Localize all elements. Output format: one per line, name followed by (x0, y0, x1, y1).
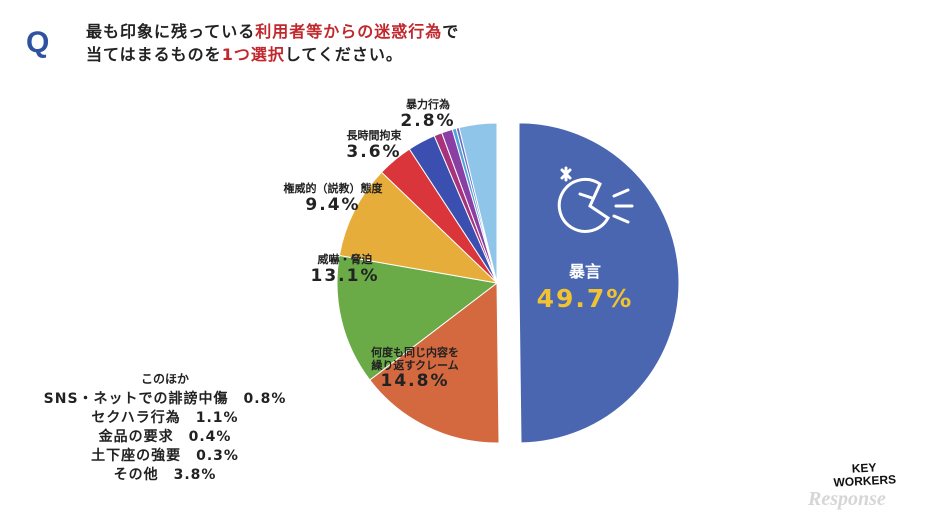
pie-slice (458, 122, 498, 284)
slice-label-boogen: 暴言 49.7% (520, 258, 650, 313)
shouting-face-icon (557, 166, 634, 233)
slice-label-long-restraint-value: 3.6% (346, 141, 402, 162)
other-items-title: このほか (140, 372, 189, 386)
slice-label-authority: 権威的（説教）態度 9.4% (258, 182, 408, 215)
question-line-2-suffix: してください。 (284, 45, 403, 64)
slice-label-violence: 暴力行為 2.8% (380, 98, 476, 131)
other-item-row: SNS・ネットでの誹謗中傷 0.8% (43, 391, 287, 407)
slice-label-long-restraint: 長時間拘束 3.6% (326, 129, 422, 162)
slice-label-claim-value: 14.8% (380, 371, 450, 392)
slice-label-claim-name-1: 何度も同じ内容を (371, 346, 459, 359)
other-item-row: 土下座の強要 0.3% (91, 448, 239, 464)
pie-slice (369, 281, 500, 444)
question-line-2: 当てはまるものを1つ選択してください。 (86, 43, 459, 66)
slice-label-authority-name: 権威的（説教）態度 (283, 182, 383, 195)
question-line-1-prefix: 最も印象に残っている (86, 22, 256, 41)
slice-label-claim: 何度も同じ内容を 繰り返すクレーム 14.8% (340, 346, 490, 392)
slice-label-violence-value: 2.8% (400, 110, 456, 131)
other-item-row: 金品の要求 0.4% (98, 429, 232, 445)
other-items-list: このほか SNS・ネットでの誹謗中傷 0.8% セクハラ行為 1.1% 金品の要… (20, 370, 310, 485)
slice-label-boogen-value: 49.7% (536, 284, 634, 313)
slice-label-claim-name-2: 繰り返すクレーム (371, 358, 459, 372)
question-line-1-suffix: で (442, 22, 460, 41)
question-mark-label: Q (26, 26, 50, 59)
question-line-2-prefix: 当てはまるものを (86, 45, 222, 64)
slice-label-threat-name: 威嚇・脅迫 (317, 253, 373, 266)
slice-label-long-restraint-name: 長時間拘束 (346, 129, 402, 142)
question-line-1: 最も印象に残っている利用者等からの迷惑行為で (86, 20, 459, 43)
question-line-2-highlight: 1つ選択 (221, 45, 285, 64)
slice-label-boogen-name: 暴言 (568, 262, 601, 281)
other-item-row: その他 3.8% (113, 467, 217, 483)
question-line-1-highlight: 利用者等からの迷惑行為 (255, 22, 443, 41)
pie-slice (338, 171, 499, 284)
slice-label-violence-name: 暴力行為 (406, 98, 450, 111)
slice-label-threat: 威嚇・脅迫 13.1% (290, 253, 400, 286)
response-watermark: Response (808, 488, 886, 510)
other-item-row: セクハラ行為 1.1% (91, 410, 239, 426)
key-workers-logo: KEY WORKERS (811, 459, 917, 490)
question-text: 最も印象に残っている利用者等からの迷惑行為で 当てはまるものを1つ選択してくださ… (86, 20, 459, 66)
slice-label-threat-value: 13.1% (310, 265, 380, 286)
pie-slice (336, 254, 499, 381)
slice-label-authority-value: 9.4% (305, 194, 361, 215)
